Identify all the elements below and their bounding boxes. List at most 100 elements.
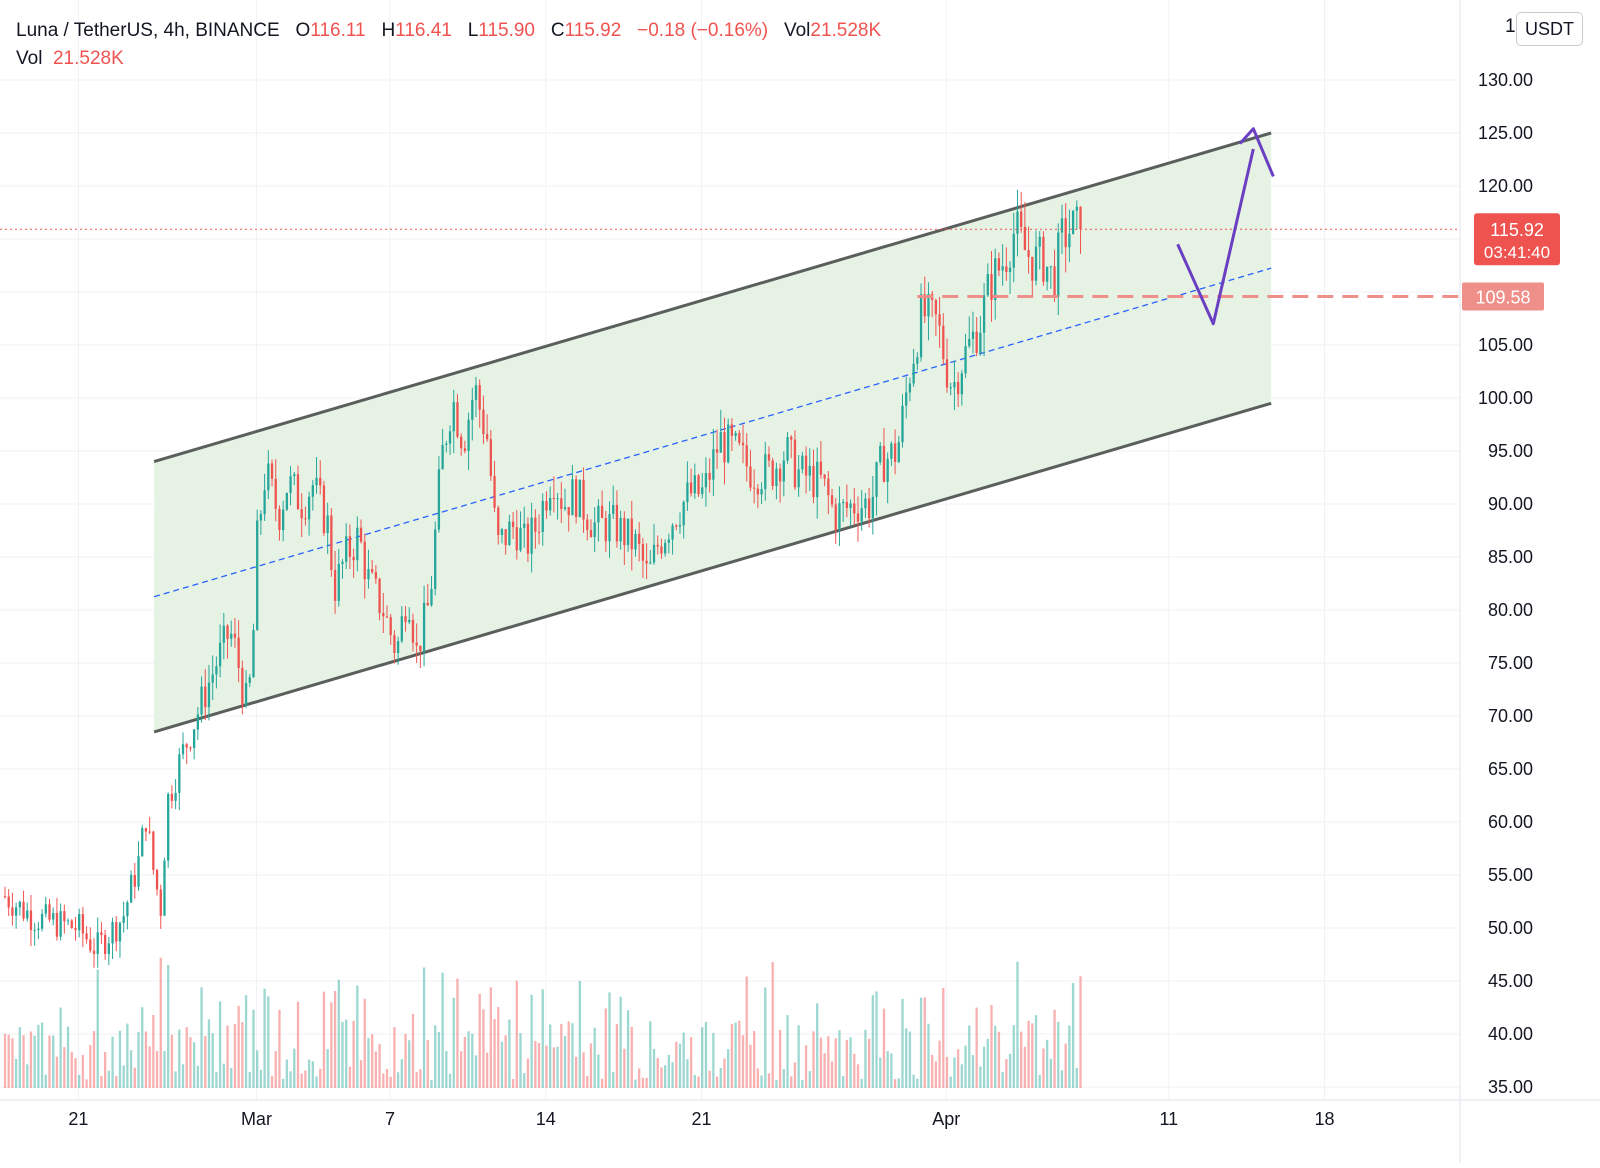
volume-bar bbox=[604, 1008, 607, 1088]
candle-body bbox=[634, 533, 637, 550]
candle-body bbox=[267, 463, 270, 491]
candle-body bbox=[1023, 226, 1027, 251]
drawing-overlays bbox=[0, 127, 1460, 326]
candle-body bbox=[641, 544, 645, 561]
volume-bar bbox=[1031, 1023, 1034, 1088]
candle-body bbox=[767, 454, 771, 461]
candle-body bbox=[675, 525, 678, 527]
candle-body bbox=[530, 517, 533, 554]
volume-bar bbox=[782, 1069, 785, 1088]
volume-bar bbox=[693, 1075, 696, 1088]
candle-body bbox=[1045, 266, 1049, 282]
forecast-arrowhead bbox=[1238, 127, 1275, 178]
volume-bar bbox=[519, 1033, 522, 1088]
candle-body bbox=[860, 508, 863, 522]
volume-bar bbox=[882, 1008, 886, 1088]
volume-bar bbox=[107, 1070, 110, 1088]
candle-body bbox=[727, 424, 730, 463]
candle-body bbox=[853, 503, 856, 514]
candle-body bbox=[226, 625, 229, 639]
y-tick-label: 50.00 bbox=[1488, 918, 1533, 938]
volume-bar bbox=[816, 1003, 819, 1088]
volume-bar bbox=[129, 1050, 133, 1088]
candle-body bbox=[1057, 232, 1060, 297]
volume-bar bbox=[456, 978, 459, 1088]
currency-selector[interactable]: USDT bbox=[1516, 12, 1583, 46]
volume-bar bbox=[571, 1023, 574, 1088]
volume-bar bbox=[493, 1018, 496, 1088]
candle-body bbox=[749, 466, 752, 488]
legend-row-volume[interactable]: Vol 21.528K bbox=[16, 45, 881, 73]
candle-body bbox=[971, 331, 975, 339]
candle-body bbox=[426, 602, 429, 606]
volume-bar bbox=[430, 1079, 433, 1088]
volume-bar bbox=[897, 1078, 900, 1088]
volume-bar bbox=[638, 1068, 641, 1088]
candle-body bbox=[289, 476, 292, 493]
volume-bar bbox=[778, 1029, 782, 1088]
candle-body bbox=[55, 913, 59, 937]
volume-bar bbox=[686, 1059, 689, 1088]
candle-body bbox=[819, 461, 823, 475]
volume-bar bbox=[452, 997, 455, 1088]
volume-bar bbox=[478, 993, 481, 1088]
candle-body bbox=[341, 561, 344, 564]
candle-body bbox=[311, 485, 314, 497]
volume-bar bbox=[545, 1045, 548, 1088]
candle-body bbox=[78, 914, 81, 931]
candle-body bbox=[259, 514, 263, 521]
volume-bar bbox=[152, 1014, 155, 1088]
candle-body bbox=[864, 498, 867, 509]
volume-bar bbox=[144, 1031, 148, 1088]
channel-lower-line bbox=[153, 401, 1272, 734]
candle-body bbox=[118, 922, 122, 942]
volume-bar bbox=[26, 1064, 29, 1088]
high-value: 116.41 bbox=[395, 20, 452, 41]
volume-bar bbox=[723, 1058, 726, 1088]
candle-body bbox=[604, 518, 607, 542]
volume-bar bbox=[608, 992, 611, 1088]
candle-body bbox=[474, 385, 478, 400]
volume-bar bbox=[81, 1054, 85, 1088]
candle-body bbox=[322, 485, 326, 534]
candle-body bbox=[215, 666, 218, 675]
symbol-title[interactable]: Luna / TetherUS, 4h, BINANCE bbox=[16, 20, 280, 41]
last-price-value: 115.92 bbox=[1490, 220, 1544, 240]
volume-bar bbox=[905, 1028, 908, 1088]
candle-body bbox=[400, 616, 403, 642]
volume-bar bbox=[1020, 1031, 1023, 1088]
candle-body bbox=[222, 625, 225, 643]
candle-body bbox=[422, 602, 426, 652]
volume-bar bbox=[945, 1056, 949, 1088]
volume-bar bbox=[1053, 1009, 1056, 1088]
candle-body bbox=[823, 474, 826, 479]
candle-body bbox=[808, 465, 811, 476]
candle-body bbox=[144, 828, 148, 832]
volume-bar bbox=[244, 995, 248, 1088]
volume-bar bbox=[615, 1024, 619, 1088]
volume-bar bbox=[296, 1001, 300, 1088]
candle-body bbox=[1049, 266, 1052, 268]
candle-body bbox=[704, 473, 708, 488]
candle-body bbox=[460, 436, 463, 449]
volume-bar bbox=[708, 1070, 711, 1088]
candle-body bbox=[1053, 266, 1056, 297]
candle-body bbox=[22, 901, 25, 919]
volume-bar bbox=[968, 1025, 971, 1088]
volume-bar bbox=[771, 962, 774, 1088]
candle-body bbox=[927, 293, 930, 317]
volume-bar bbox=[485, 1052, 489, 1088]
volume-bar bbox=[934, 1061, 938, 1088]
candle-body bbox=[597, 505, 600, 523]
candle-body bbox=[359, 527, 363, 542]
candle-body bbox=[241, 667, 244, 706]
volume-bar bbox=[697, 1076, 700, 1088]
volume-bar bbox=[189, 1037, 192, 1088]
candle-body bbox=[141, 828, 144, 857]
volume-bar bbox=[1038, 1074, 1041, 1088]
change-value: −0.18 (−0.16%) bbox=[637, 20, 769, 41]
candle-body bbox=[256, 520, 259, 631]
candle-body bbox=[571, 479, 574, 516]
